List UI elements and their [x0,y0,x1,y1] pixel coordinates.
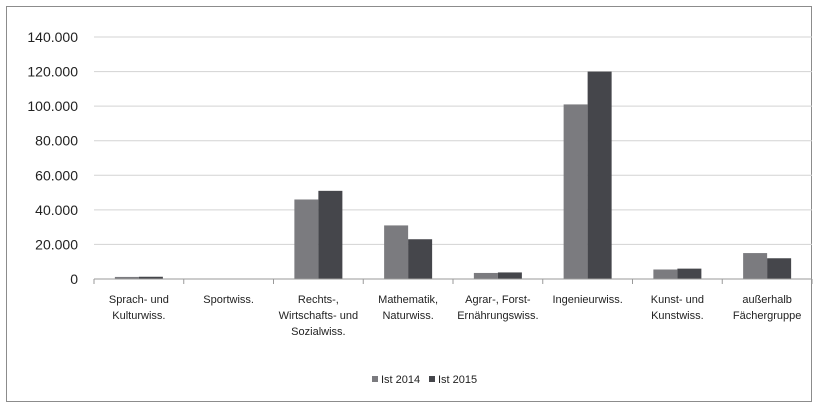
y-axis-tick-labels: 0 20.000 40.000 60.000 80.000 100.000 120.000 1… [27,29,78,287]
category-label: Sprach- und Kulturwiss. [109,294,169,322]
category-label: Sportwiss. [203,294,254,306]
category-label: Agrar-, Forst-Ernährungswiss. [457,294,538,322]
bar-ist-2014 [384,225,409,279]
y-tick-label: 100.000 [27,98,78,114]
bar-ist-2014 [473,272,498,279]
category-label: außerhalb Fächergruppe [733,294,802,322]
bar-ist-2014 [563,104,588,280]
legend-label: Ist 2015 [438,374,477,386]
bar-ist-2015 [767,258,792,279]
y-tick-label: 140.000 [27,29,78,45]
legend-swatch [429,376,435,382]
legend: Ist 2014 Ist 2015 [372,374,477,386]
legend-swatch [372,376,378,382]
y-tick-label: 120.000 [27,64,78,80]
category-labels: Sprach- und Kulturwiss. Sportwiss. Rechts-,… [109,294,801,338]
bars [114,71,792,280]
y-tick-label: 60.000 [35,167,78,183]
bar-ist-2015 [138,276,163,279]
bar-ist-2015 [408,239,433,279]
x-axis-tick-marks [93,279,813,284]
category-label: Mathematik, Naturwiss. [378,294,438,322]
legend-label: Ist 2014 [381,374,420,386]
bar-ist-2014 [743,253,768,279]
bar-ist-2014 [294,199,319,279]
bar-ist-2014 [114,276,139,279]
category-label: Rechts-, Wirtschafts- und Sozialwiss. [279,294,358,338]
bar-ist-2014 [653,269,678,279]
bar-ist-2015 [677,268,702,279]
bar-ist-2015 [587,71,612,279]
bar-ist-2015 [318,190,343,279]
y-tick-label: 20.000 [35,236,78,252]
category-label: Ingenieurwiss. [552,294,622,306]
category-label: Kunst- und Kunstwiss. [651,294,704,322]
gridlines [94,36,812,245]
bar-ist-2015 [497,272,522,279]
y-tick-label: 80.000 [35,133,78,149]
y-tick-label: 0 [70,271,78,287]
y-tick-label: 40.000 [35,202,78,218]
